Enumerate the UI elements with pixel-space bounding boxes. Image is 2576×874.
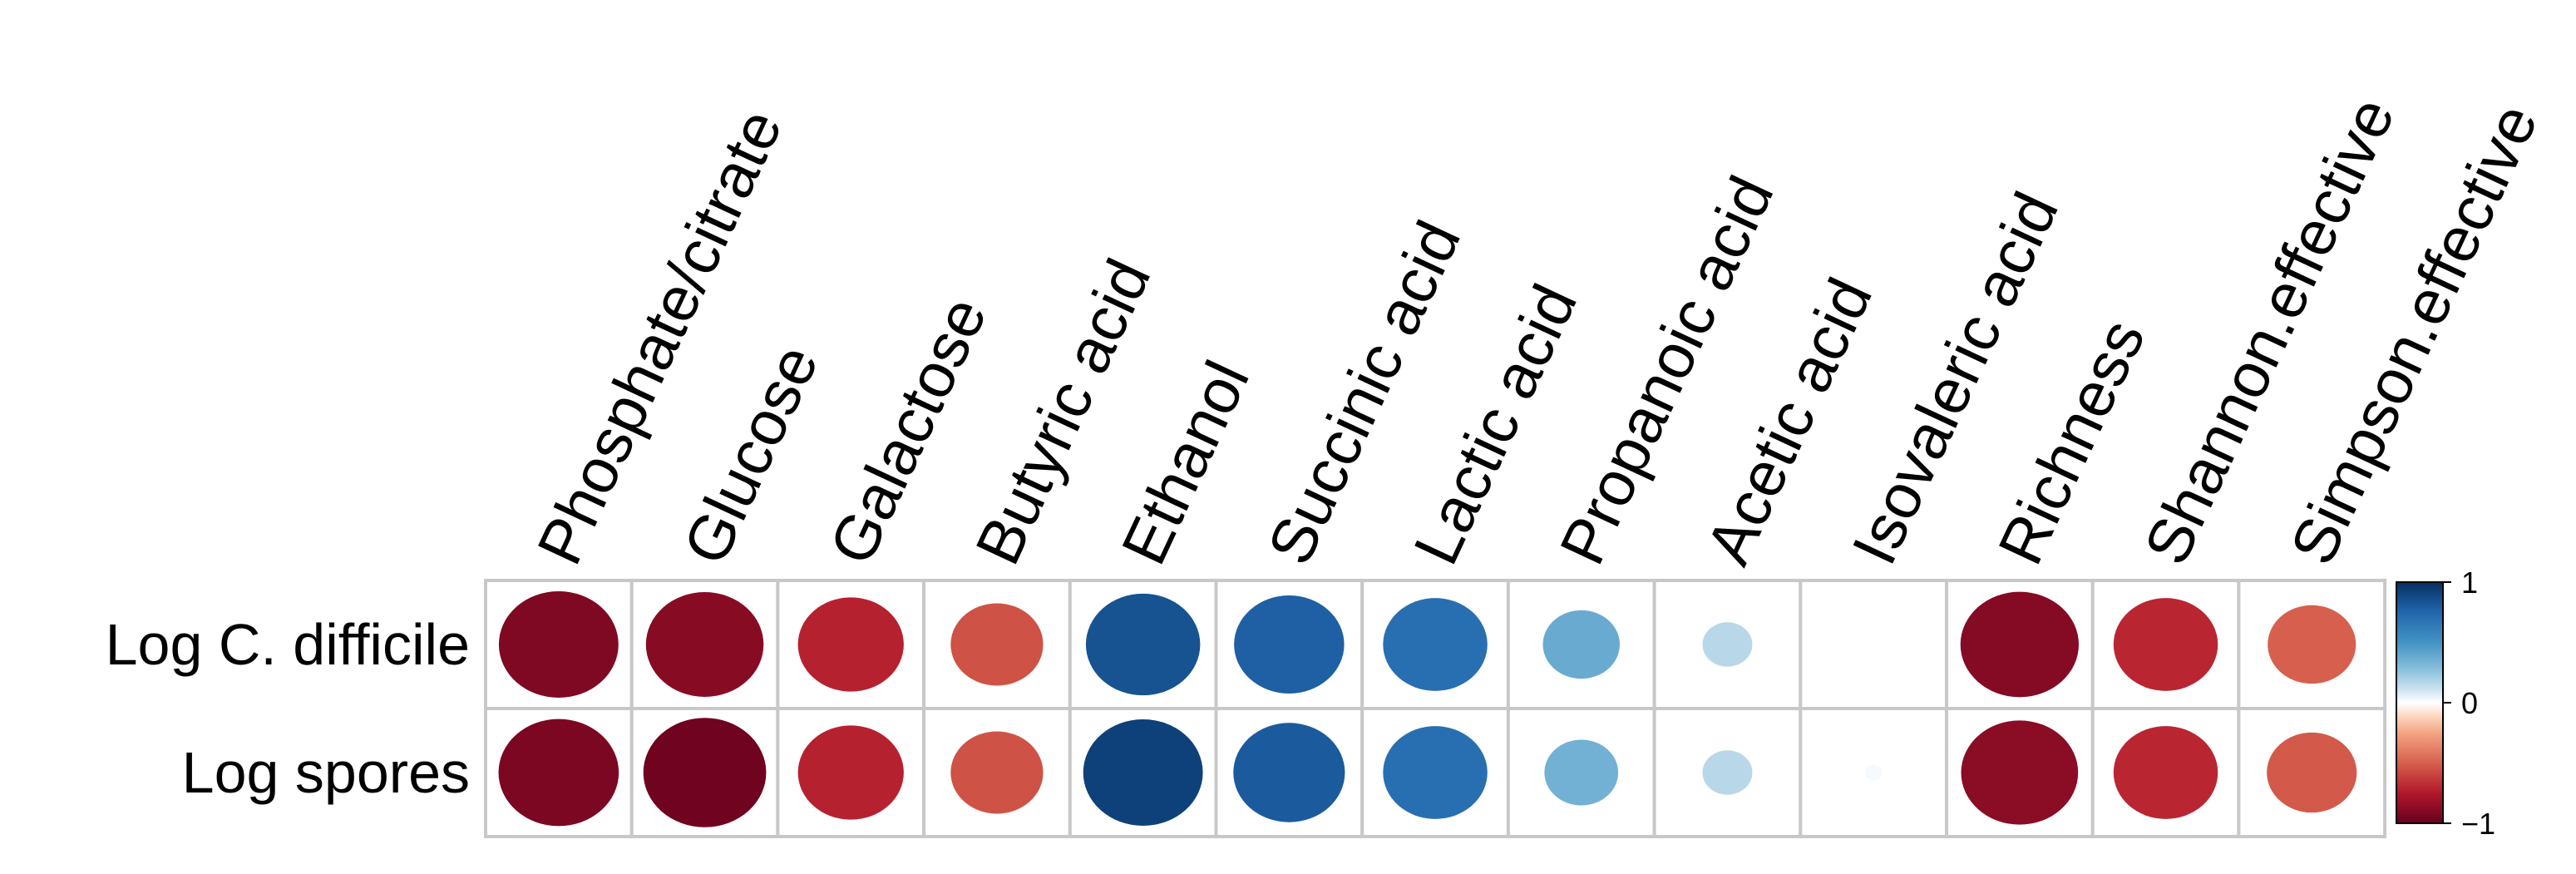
corr-circle-log-c-difficile-richness bbox=[1960, 591, 2080, 698]
corr-circle-log-c-difficile-ethanol bbox=[1085, 593, 1201, 696]
corr-circle-log-c-difficile-glucose bbox=[645, 592, 764, 697]
cell-log-c-difficile-isovaleric-acid bbox=[1799, 579, 1949, 710]
row-label-log-c-difficile: Log C. difficile bbox=[106, 612, 470, 677]
corr-circle-log-spores-acetic-acid bbox=[1702, 750, 1753, 795]
cell-log-c-difficile-propanoic-acid bbox=[1506, 579, 1656, 710]
colorbar-gradient bbox=[2396, 581, 2444, 824]
corr-circle-log-spores-galactose bbox=[797, 725, 904, 820]
colorbar-tick-label: 0 bbox=[2461, 686, 2478, 720]
cell-log-spores-isovaleric-acid bbox=[1799, 707, 1949, 838]
column-labels: Phosphate/citrateGlucoseGalactoseButyric… bbox=[524, 87, 2551, 575]
row-labels: Log C. difficile Log spores bbox=[106, 612, 470, 805]
corr-circle-log-spores-lactic-acid bbox=[1383, 726, 1488, 819]
corr-circle-log-spores-propanoic-acid bbox=[1544, 739, 1619, 806]
color-legend: 1 0 −1 bbox=[2396, 565, 2495, 841]
corr-circle-log-spores-richness bbox=[1961, 720, 2079, 825]
corr-circle-log-spores-succinic-acid bbox=[1233, 723, 1345, 822]
corr-circle-log-c-difficile-propanoic-acid bbox=[1542, 610, 1620, 679]
corr-circle-log-c-difficile-acetic-acid bbox=[1702, 622, 1753, 667]
corr-circle-log-spores-simpson-effective bbox=[2267, 732, 2357, 813]
column-label-richness: Richness bbox=[1985, 309, 2159, 575]
corr-circle-log-c-difficile-lactic-acid bbox=[1383, 598, 1488, 691]
corr-circle-log-spores-glucose bbox=[643, 718, 767, 827]
colorbar-tick-label: −1 bbox=[2461, 807, 2495, 841]
corr-circle-log-c-difficile-simpson-effective bbox=[2268, 605, 2356, 684]
corr-circle-log-spores-phosphate-citrate bbox=[498, 718, 619, 827]
corr-circle-log-spores-isovaleric-acid bbox=[1864, 764, 1883, 781]
column-label-glucose: Glucose bbox=[670, 335, 832, 575]
colorbar-tick-label: 1 bbox=[2461, 565, 2478, 600]
corr-circle-log-spores-ethanol bbox=[1083, 718, 1203, 827]
corr-circle-log-c-difficile-butyric-acid bbox=[950, 603, 1044, 686]
corr-circle-log-c-difficile-succinic-acid bbox=[1234, 595, 1345, 694]
row-label-log-spores: Log spores bbox=[182, 740, 470, 805]
corr-circle-log-c-difficile-galactose bbox=[797, 597, 904, 692]
corr-circle-log-c-difficile-phosphate-citrate bbox=[498, 590, 619, 699]
corr-circle-log-spores-shannon-effective bbox=[2113, 726, 2218, 819]
cell-grid bbox=[484, 579, 2387, 838]
corr-circle-log-c-difficile-shannon-effective bbox=[2113, 598, 2218, 691]
column-label-ethanol: Ethanol bbox=[1108, 351, 1263, 575]
corr-circle-log-spores-butyric-acid bbox=[950, 731, 1044, 814]
cell-log-spores-simpson-effective bbox=[2237, 707, 2387, 838]
